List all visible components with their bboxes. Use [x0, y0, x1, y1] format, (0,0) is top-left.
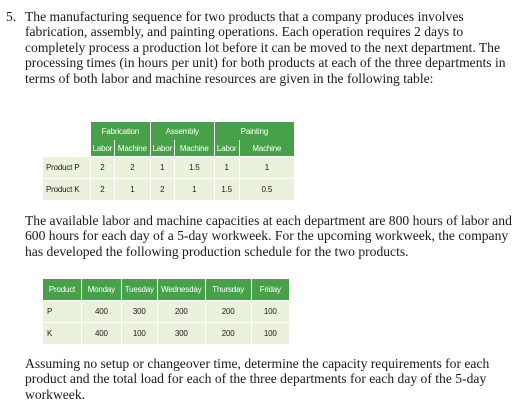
column-header: Wednesday: [156, 279, 206, 301]
question-paragraph: Assuming no setup or changeover time, de…: [25, 356, 490, 402]
table-cell: 1: [238, 156, 294, 179]
dept-header: Assembly: [149, 122, 215, 140]
table-cell: 1.5: [173, 156, 215, 179]
table-cell: 2: [113, 156, 151, 179]
dept-header: Fabrication: [89, 122, 151, 140]
row-header: Product P: [42, 156, 91, 179]
processing-times-table: Fabrication Assembly Painting Labor Mach…: [42, 122, 294, 200]
problem-number: 5.: [6, 9, 17, 24]
table-row: Product P 2 2 1 1.5 1 1: [42, 156, 294, 179]
table-cell: 2: [149, 178, 175, 200]
problem-intro-text: The manufacturing sequence for two produ…: [25, 9, 506, 86]
dept-header: Painting: [213, 122, 294, 140]
table-cell: 100: [250, 300, 289, 323]
column-header: Product: [42, 279, 82, 301]
subheader-cell: Labor: [213, 140, 240, 157]
subheader-cell: Labor: [89, 140, 115, 157]
column-header: Tuesday: [120, 279, 158, 301]
subheader-cell: Machine: [173, 140, 215, 157]
table-cell: 200: [204, 322, 252, 344]
column-header: Monday: [80, 279, 122, 301]
table-cell: 2: [89, 178, 115, 200]
corner-cell: [42, 140, 91, 157]
table-cell: 200: [204, 300, 252, 323]
table-cell: 2: [89, 156, 115, 179]
capacity-paragraph: The available labor and machine capaciti…: [25, 213, 512, 259]
row-header: P: [42, 300, 82, 323]
table-row: K 400 100 300 200 100: [42, 322, 289, 344]
column-header: Thursday: [204, 279, 252, 301]
corner-cell: [42, 122, 91, 140]
table-row: P 400 300 200 200 100: [42, 300, 289, 323]
table-row: Product K 2 1 2 1 1.5 0.5: [42, 178, 294, 200]
table-cell: 300: [120, 300, 158, 323]
table-cell: 200: [156, 300, 206, 323]
subheader-cell: Machine: [238, 140, 294, 157]
subheader-cell: Machine: [113, 140, 151, 157]
subheader-cell: Labor: [149, 140, 175, 157]
production-schedule-table: Product Monday Tuesday Wednesday Thursda…: [42, 279, 289, 344]
table-cell: 0.5: [238, 178, 294, 200]
column-header: Friday: [250, 279, 289, 301]
table-cell: 100: [250, 322, 289, 344]
table-cell: 300: [156, 322, 206, 344]
row-header: K: [42, 322, 82, 344]
table-cell: 400: [80, 322, 122, 344]
table-cell: 1: [113, 178, 151, 200]
problem-intro: 5. The manufacturing sequence for two pr…: [6, 9, 514, 86]
table-cell: 400: [80, 300, 122, 323]
table-cell: 1: [149, 156, 175, 179]
table-cell: 100: [120, 322, 158, 344]
row-header: Product K: [42, 178, 91, 200]
table-cell: 1: [173, 178, 215, 200]
table-cell: 1.5: [213, 178, 240, 200]
table-cell: 1: [213, 156, 240, 179]
